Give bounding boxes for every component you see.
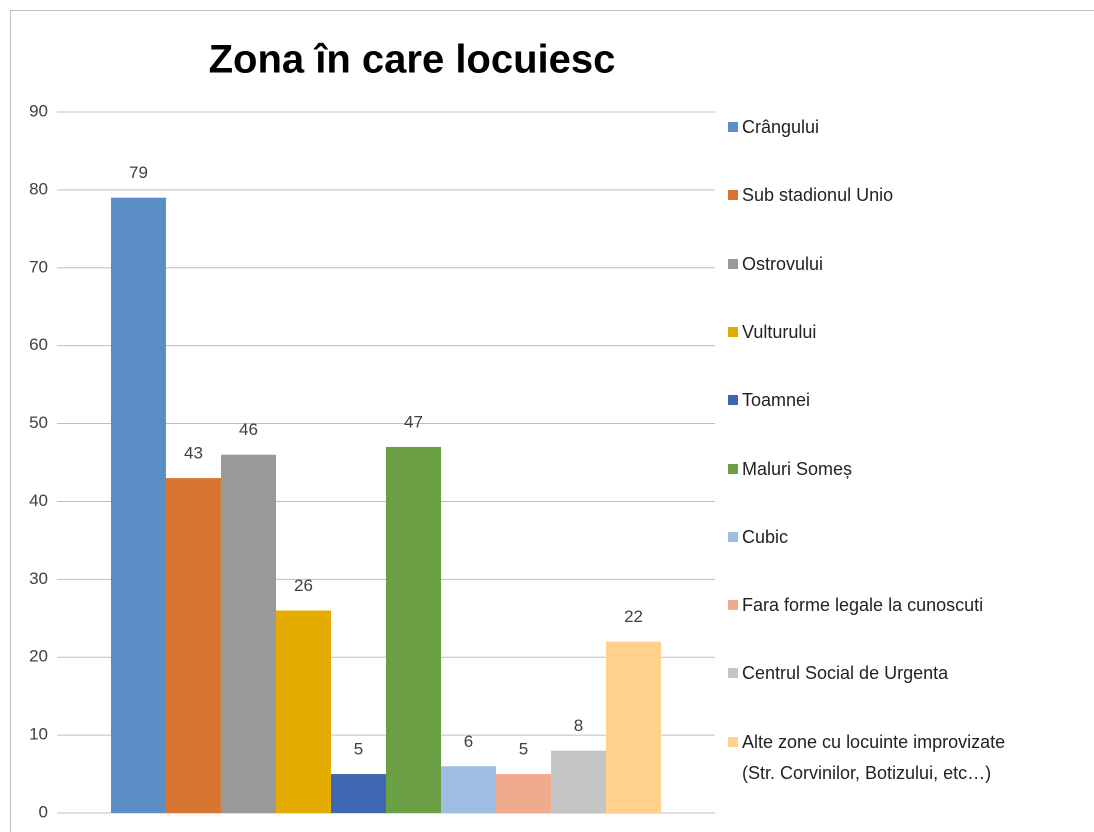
bar — [220, 454, 276, 813]
legend-label: Toamnei — [742, 390, 811, 411]
legend-swatch — [728, 395, 738, 406]
y-tick-label: 90 — [29, 101, 48, 120]
bar — [441, 766, 497, 813]
legend-label: Cubic — [742, 526, 789, 547]
legend-item: Cubic — [728, 522, 788, 553]
legend-item: Maluri Someș — [728, 454, 852, 485]
value-label: 43 — [184, 444, 203, 463]
y-tick-label: 50 — [29, 413, 48, 432]
legend-item: Sub stadionul Unio — [728, 180, 893, 211]
bar — [165, 478, 221, 813]
legend-label: Crângului — [742, 117, 820, 137]
value-label: 47 — [404, 412, 423, 431]
legend-item: Toamnei — [728, 385, 810, 416]
legend-item: Fara forme legale la cunoscuti — [728, 590, 983, 621]
y-tick-label: 40 — [29, 491, 48, 510]
legend-label: Maluri Someș — [742, 458, 853, 479]
chart-border — [10, 10, 1094, 832]
y-tick-label: 30 — [29, 569, 48, 588]
legend-label: Sub stadionul Unio — [742, 185, 894, 206]
value-label: 8 — [574, 716, 583, 735]
legend-swatch — [728, 122, 738, 132]
value-label: 5 — [354, 740, 363, 759]
value-label: 22 — [624, 607, 643, 626]
bar — [110, 197, 166, 813]
bar — [606, 641, 662, 813]
bar — [496, 774, 552, 813]
legend-item: Centrul Social de Urgenta — [728, 658, 948, 689]
legend-label: Fara forme legale la cunoscuti — [742, 595, 984, 616]
y-tick-label: 70 — [29, 257, 48, 276]
y-tick-label: 0 — [39, 802, 48, 821]
legend-swatch — [728, 600, 738, 611]
legend-swatch — [728, 668, 738, 679]
legend-label: Centrul Social de Urgenta — [742, 663, 949, 684]
y-tick-label: 10 — [29, 725, 48, 744]
y-tick-label: 80 — [29, 179, 48, 198]
bar — [386, 446, 442, 813]
legend-item: Alte zone cu locuinte improvizate (Str. … — [728, 727, 1005, 789]
legend-label: Vulturului — [742, 321, 817, 342]
legend-item: Vulturului — [728, 317, 816, 348]
bar — [275, 610, 331, 813]
legend-swatch — [728, 258, 738, 269]
y-tick-label: 20 — [29, 647, 48, 666]
y-tick-label: 60 — [29, 335, 48, 354]
legend-item: Ostrovului — [728, 249, 823, 280]
value-label: 5 — [519, 740, 528, 759]
legend-swatch — [728, 531, 738, 542]
value-label: 6 — [464, 732, 473, 751]
chart-title: Zona în care locuiesc — [209, 38, 616, 82]
legend-label: Ostrovului — [742, 253, 824, 274]
bar — [551, 750, 607, 813]
legend-label: Alte zone cu locuinte improvizate (Str. … — [742, 731, 1006, 783]
legend-swatch — [728, 463, 738, 474]
legend-item: Crângului — [728, 112, 819, 143]
value-label: 46 — [239, 420, 258, 439]
bar — [330, 774, 386, 813]
value-label: 79 — [129, 163, 148, 182]
value-label: 26 — [294, 576, 313, 595]
legend-swatch — [728, 190, 738, 201]
legend-swatch — [728, 326, 738, 337]
legend-swatch — [728, 736, 738, 747]
